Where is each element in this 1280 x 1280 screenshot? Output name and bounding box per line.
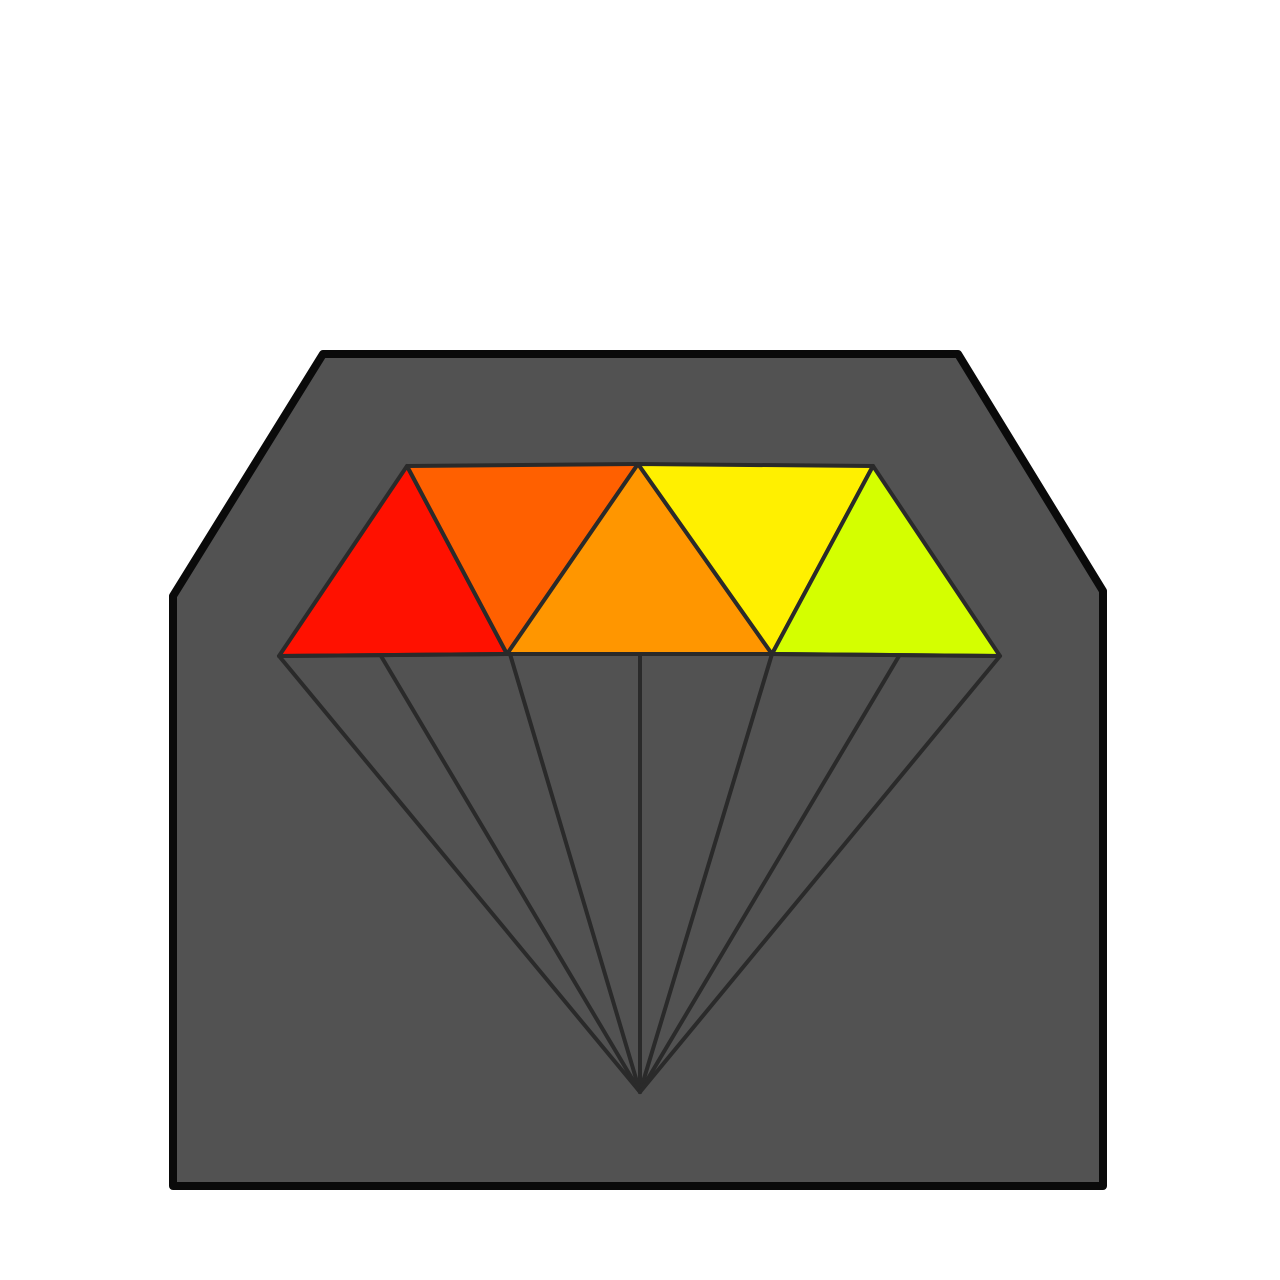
girdle-line xyxy=(278,652,1001,658)
diamond-pavilion-lines xyxy=(277,652,1002,1094)
pavilion-line-3 xyxy=(508,652,642,1094)
pavilion-line-5 xyxy=(638,652,774,1094)
pavilion-line-1 xyxy=(277,654,642,1094)
pavilion-line-2 xyxy=(379,654,642,1094)
pavilion-line-6 xyxy=(638,654,901,1094)
pavilion-line-7 xyxy=(638,654,1002,1094)
diamond-top-facets xyxy=(277,462,1002,658)
